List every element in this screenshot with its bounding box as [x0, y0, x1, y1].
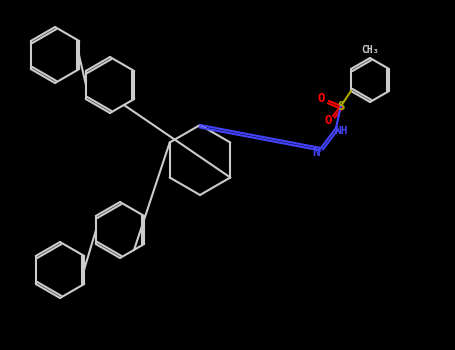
Text: CH₃: CH₃	[361, 45, 379, 55]
Text: N: N	[312, 147, 320, 160]
Text: O: O	[317, 92, 325, 105]
Text: S: S	[337, 99, 345, 112]
Text: NH: NH	[334, 126, 348, 136]
Text: O: O	[324, 114, 332, 127]
